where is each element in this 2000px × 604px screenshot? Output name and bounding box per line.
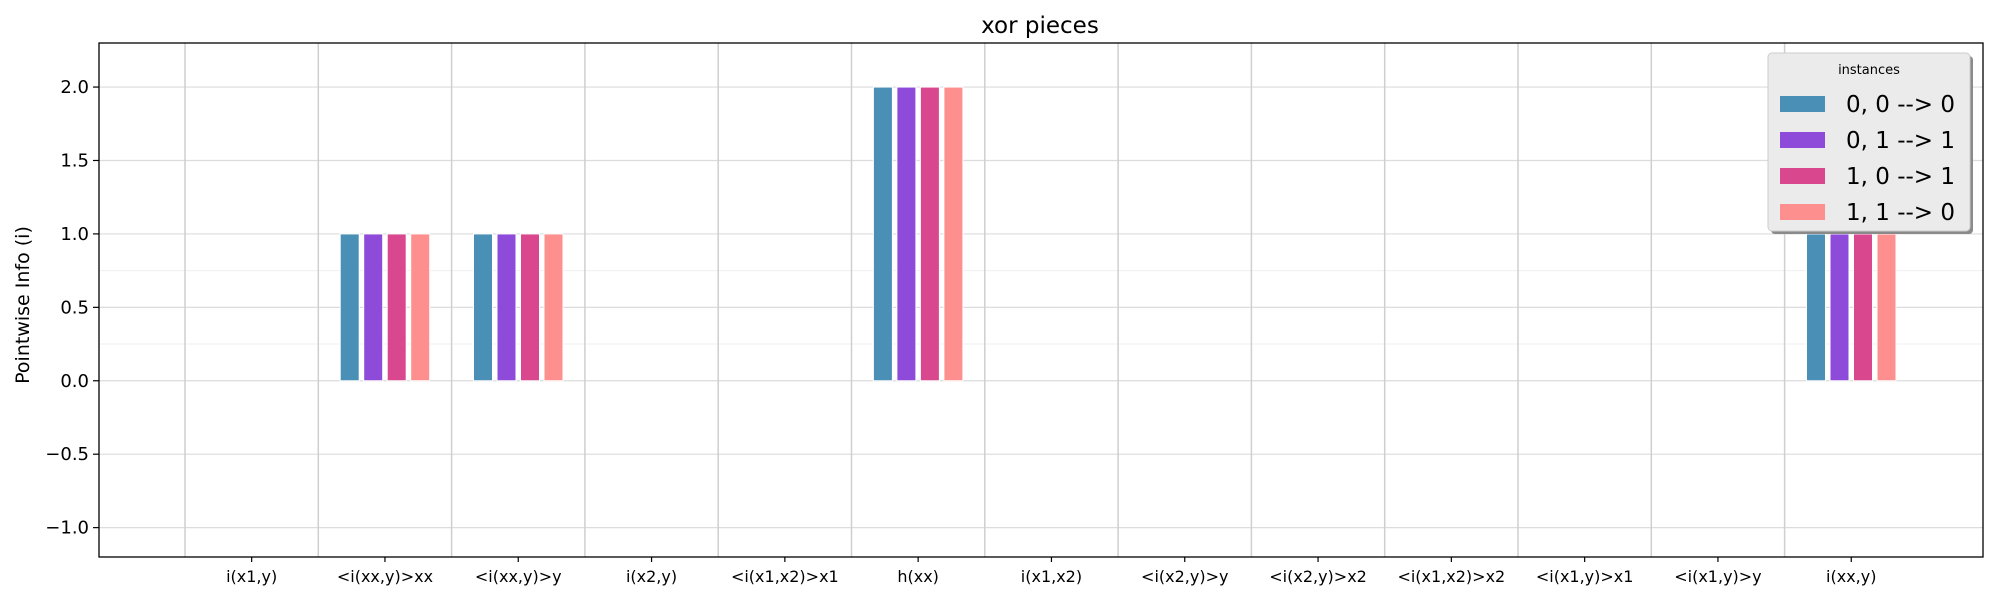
legend-label: 1, 0 --> 1 xyxy=(1846,164,1955,190)
y-tick-label: 2.0 xyxy=(60,77,89,98)
bar xyxy=(1853,233,1873,382)
x-tick-label: <i(x2,y)>x2 xyxy=(1269,567,1367,586)
y-tick-label: 1.0 xyxy=(60,224,89,245)
y-tick-label: 1.5 xyxy=(60,150,89,171)
x-tick-label: <i(xx,y)>xx xyxy=(337,567,433,586)
x-tick-label: <i(x2,y)>y xyxy=(1141,567,1228,586)
bar xyxy=(896,86,917,382)
legend-swatch xyxy=(1780,204,1825,220)
y-axis-label: Pointwise Info (i) xyxy=(12,226,34,384)
bar xyxy=(363,233,384,382)
x-tick-label: <i(x1,x2)>x1 xyxy=(731,567,839,586)
legend-swatch xyxy=(1780,96,1825,112)
legend-swatch xyxy=(1780,132,1825,148)
bar xyxy=(943,86,964,382)
bar xyxy=(919,86,940,382)
x-tick-label: <i(x1,y)>x1 xyxy=(1536,567,1634,586)
bar xyxy=(386,233,407,382)
legend-label: 1, 1 --> 0 xyxy=(1846,200,1955,226)
bars xyxy=(339,86,1897,382)
bar xyxy=(410,233,431,382)
legend-title: instances xyxy=(1838,63,1900,78)
bar xyxy=(1829,233,1850,382)
y-tick-label: −0.5 xyxy=(45,444,89,465)
x-tick-label: i(xx,y) xyxy=(1826,567,1876,586)
chart-title: xor pieces xyxy=(981,13,1099,39)
x-tick-label: <i(xx,y)>y xyxy=(475,567,562,586)
legend-label: 0, 0 --> 0 xyxy=(1846,92,1955,118)
legend: instances 0, 0 --> 0 0, 1 --> 1 1, 0 --> 1 1… xyxy=(1767,52,1973,234)
x-tick-label: i(x2,y) xyxy=(626,567,677,586)
bar xyxy=(1876,233,1897,382)
plot-frame xyxy=(98,42,1984,558)
bar xyxy=(496,233,517,382)
legend-label: 0, 1 --> 1 xyxy=(1846,128,1955,154)
bar xyxy=(520,233,540,382)
bar xyxy=(339,233,360,382)
axes: −1.0 −0.5 0.0 0.5 1.0 1.5 2.0 i(x1,y) <i(xx,y)>x… xyxy=(45,42,1984,586)
y-tick-label: −1.0 xyxy=(45,518,89,539)
x-tick-label: <i(x1,x2)>x2 xyxy=(1397,567,1505,586)
bar xyxy=(543,233,564,382)
x-tick-label: h(xx) xyxy=(897,567,939,586)
legend-swatch xyxy=(1780,168,1825,184)
x-tick-label: i(x1,x2) xyxy=(1021,567,1082,586)
bar xyxy=(473,233,493,382)
y-tick-label: 0.5 xyxy=(60,297,89,318)
x-tick-label: <i(x1,y)>y xyxy=(1674,567,1761,586)
grid-lines xyxy=(99,43,1983,557)
bar xyxy=(872,86,893,382)
bar xyxy=(1806,233,1826,382)
y-tick-label: 0.0 xyxy=(60,371,89,392)
x-tick-label: i(x1,y) xyxy=(226,567,277,586)
